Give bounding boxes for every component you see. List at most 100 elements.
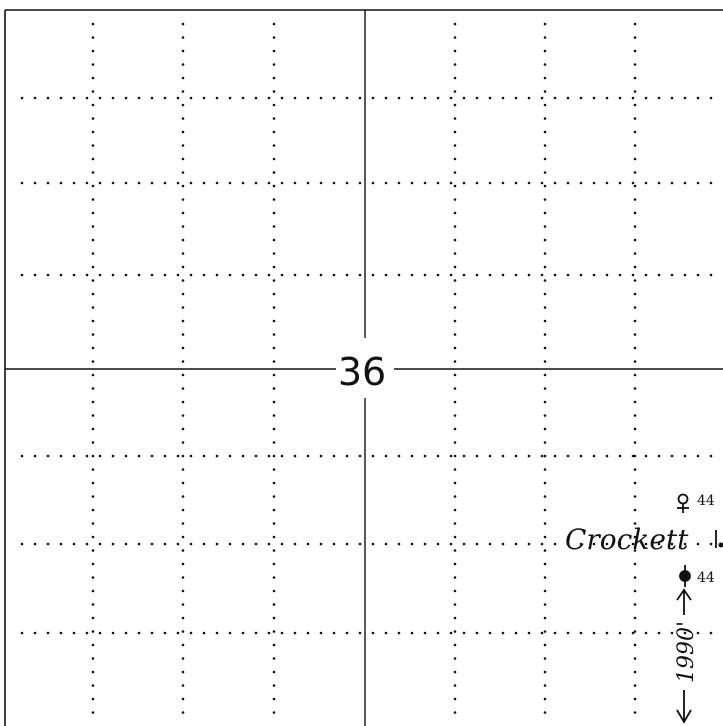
grid-dot [59, 273, 63, 277]
grid-dot [91, 562, 95, 566]
grid-dot [579, 273, 583, 277]
grid-dot [397, 542, 401, 546]
grid-dot [453, 144, 457, 147]
quarter-quarter-dot-grid [20, 22, 713, 714]
grid-dot [181, 238, 185, 242]
grid-dot [605, 96, 609, 100]
grid-dot [91, 643, 95, 647]
grid-dot [72, 542, 76, 546]
grid-dot [272, 616, 276, 620]
grid-dot [449, 542, 453, 546]
grid-dot [631, 96, 635, 100]
grid-dot [553, 273, 557, 277]
grid-dot [475, 454, 479, 458]
grid-dot [176, 181, 180, 185]
grid-dot [633, 441, 637, 444]
grid-dot [272, 657, 276, 660]
grid-dot [475, 181, 479, 185]
grid-dot [163, 181, 167, 185]
grid-dot [280, 454, 284, 458]
grid-dot [272, 279, 276, 282]
grid-dot [272, 697, 276, 701]
grid-dot [91, 522, 95, 525]
grid-dot [543, 117, 547, 120]
grid-dot [306, 273, 310, 277]
grid-dot [453, 49, 457, 53]
grid-dot [189, 454, 193, 458]
grid-dot [540, 631, 544, 635]
grid-dot [215, 631, 219, 635]
grid-dot [384, 181, 388, 185]
grid-dot [163, 454, 167, 458]
grid-dot [293, 273, 297, 277]
grid-dot [644, 181, 648, 185]
grid-dot [20, 631, 24, 635]
grid-dot [543, 657, 547, 660]
grid-dot [181, 508, 185, 512]
grid-dot [293, 181, 297, 185]
grid-dot [202, 542, 206, 546]
grid-dot [633, 252, 637, 255]
grid-dot [543, 616, 547, 620]
grid-dot [189, 273, 193, 277]
grid-dot [453, 76, 457, 80]
grid-dot [345, 181, 349, 185]
grid-dot [592, 542, 596, 546]
grid-dot [345, 273, 349, 277]
grid-dot [453, 427, 457, 431]
grid-dot [633, 603, 637, 606]
grid-dot [410, 631, 414, 635]
grid-dot [543, 427, 547, 431]
grid-dot [514, 273, 518, 277]
grid-dot [202, 181, 206, 185]
grid-dot [371, 454, 375, 458]
grid-dot [181, 589, 185, 593]
grid-dot [579, 542, 583, 546]
grid-dot [91, 576, 95, 579]
grid-dot [215, 273, 219, 277]
grid-dot [527, 96, 531, 100]
grid-dot [436, 631, 440, 635]
grid-dot [241, 631, 245, 635]
grid-dot [98, 181, 102, 185]
grid-dot [543, 576, 547, 579]
grid-dot [540, 454, 544, 458]
grid-dot [553, 542, 557, 546]
grid-dot [181, 292, 185, 296]
grid-dot [579, 181, 583, 185]
grid-dot [631, 631, 635, 635]
grid-dot [501, 454, 505, 458]
grid-dot [543, 522, 547, 525]
grid-dot [631, 454, 635, 458]
grid-dot [501, 631, 505, 635]
grid-dot [91, 157, 95, 161]
grid-dot [189, 181, 193, 185]
grid-dot [272, 630, 276, 633]
grid-dot [272, 481, 276, 485]
grid-dot [566, 631, 570, 635]
grid-dot [449, 273, 453, 277]
grid-dot [124, 454, 128, 458]
grid-dot [633, 414, 637, 417]
grid-dot [543, 414, 547, 417]
grid-dot [150, 96, 154, 100]
grid-dot [397, 273, 401, 277]
grid-dot [332, 181, 336, 185]
grid-dot [254, 273, 258, 277]
grid-dot [33, 96, 37, 100]
grid-dot [543, 157, 547, 161]
grid-dot [543, 697, 547, 701]
grid-dot [543, 238, 547, 242]
grid-dot [453, 508, 457, 512]
grid-dot [579, 454, 583, 458]
grid-dot [423, 542, 427, 546]
grid-dot [543, 481, 547, 485]
grid-dot [72, 181, 76, 185]
grid-dot [137, 542, 141, 546]
grid-dot [543, 711, 547, 714]
grid-dot [181, 279, 185, 282]
grid-dot [91, 657, 95, 660]
grid-dot [514, 542, 518, 546]
grid-dot [436, 542, 440, 546]
grid-dot [566, 96, 570, 100]
